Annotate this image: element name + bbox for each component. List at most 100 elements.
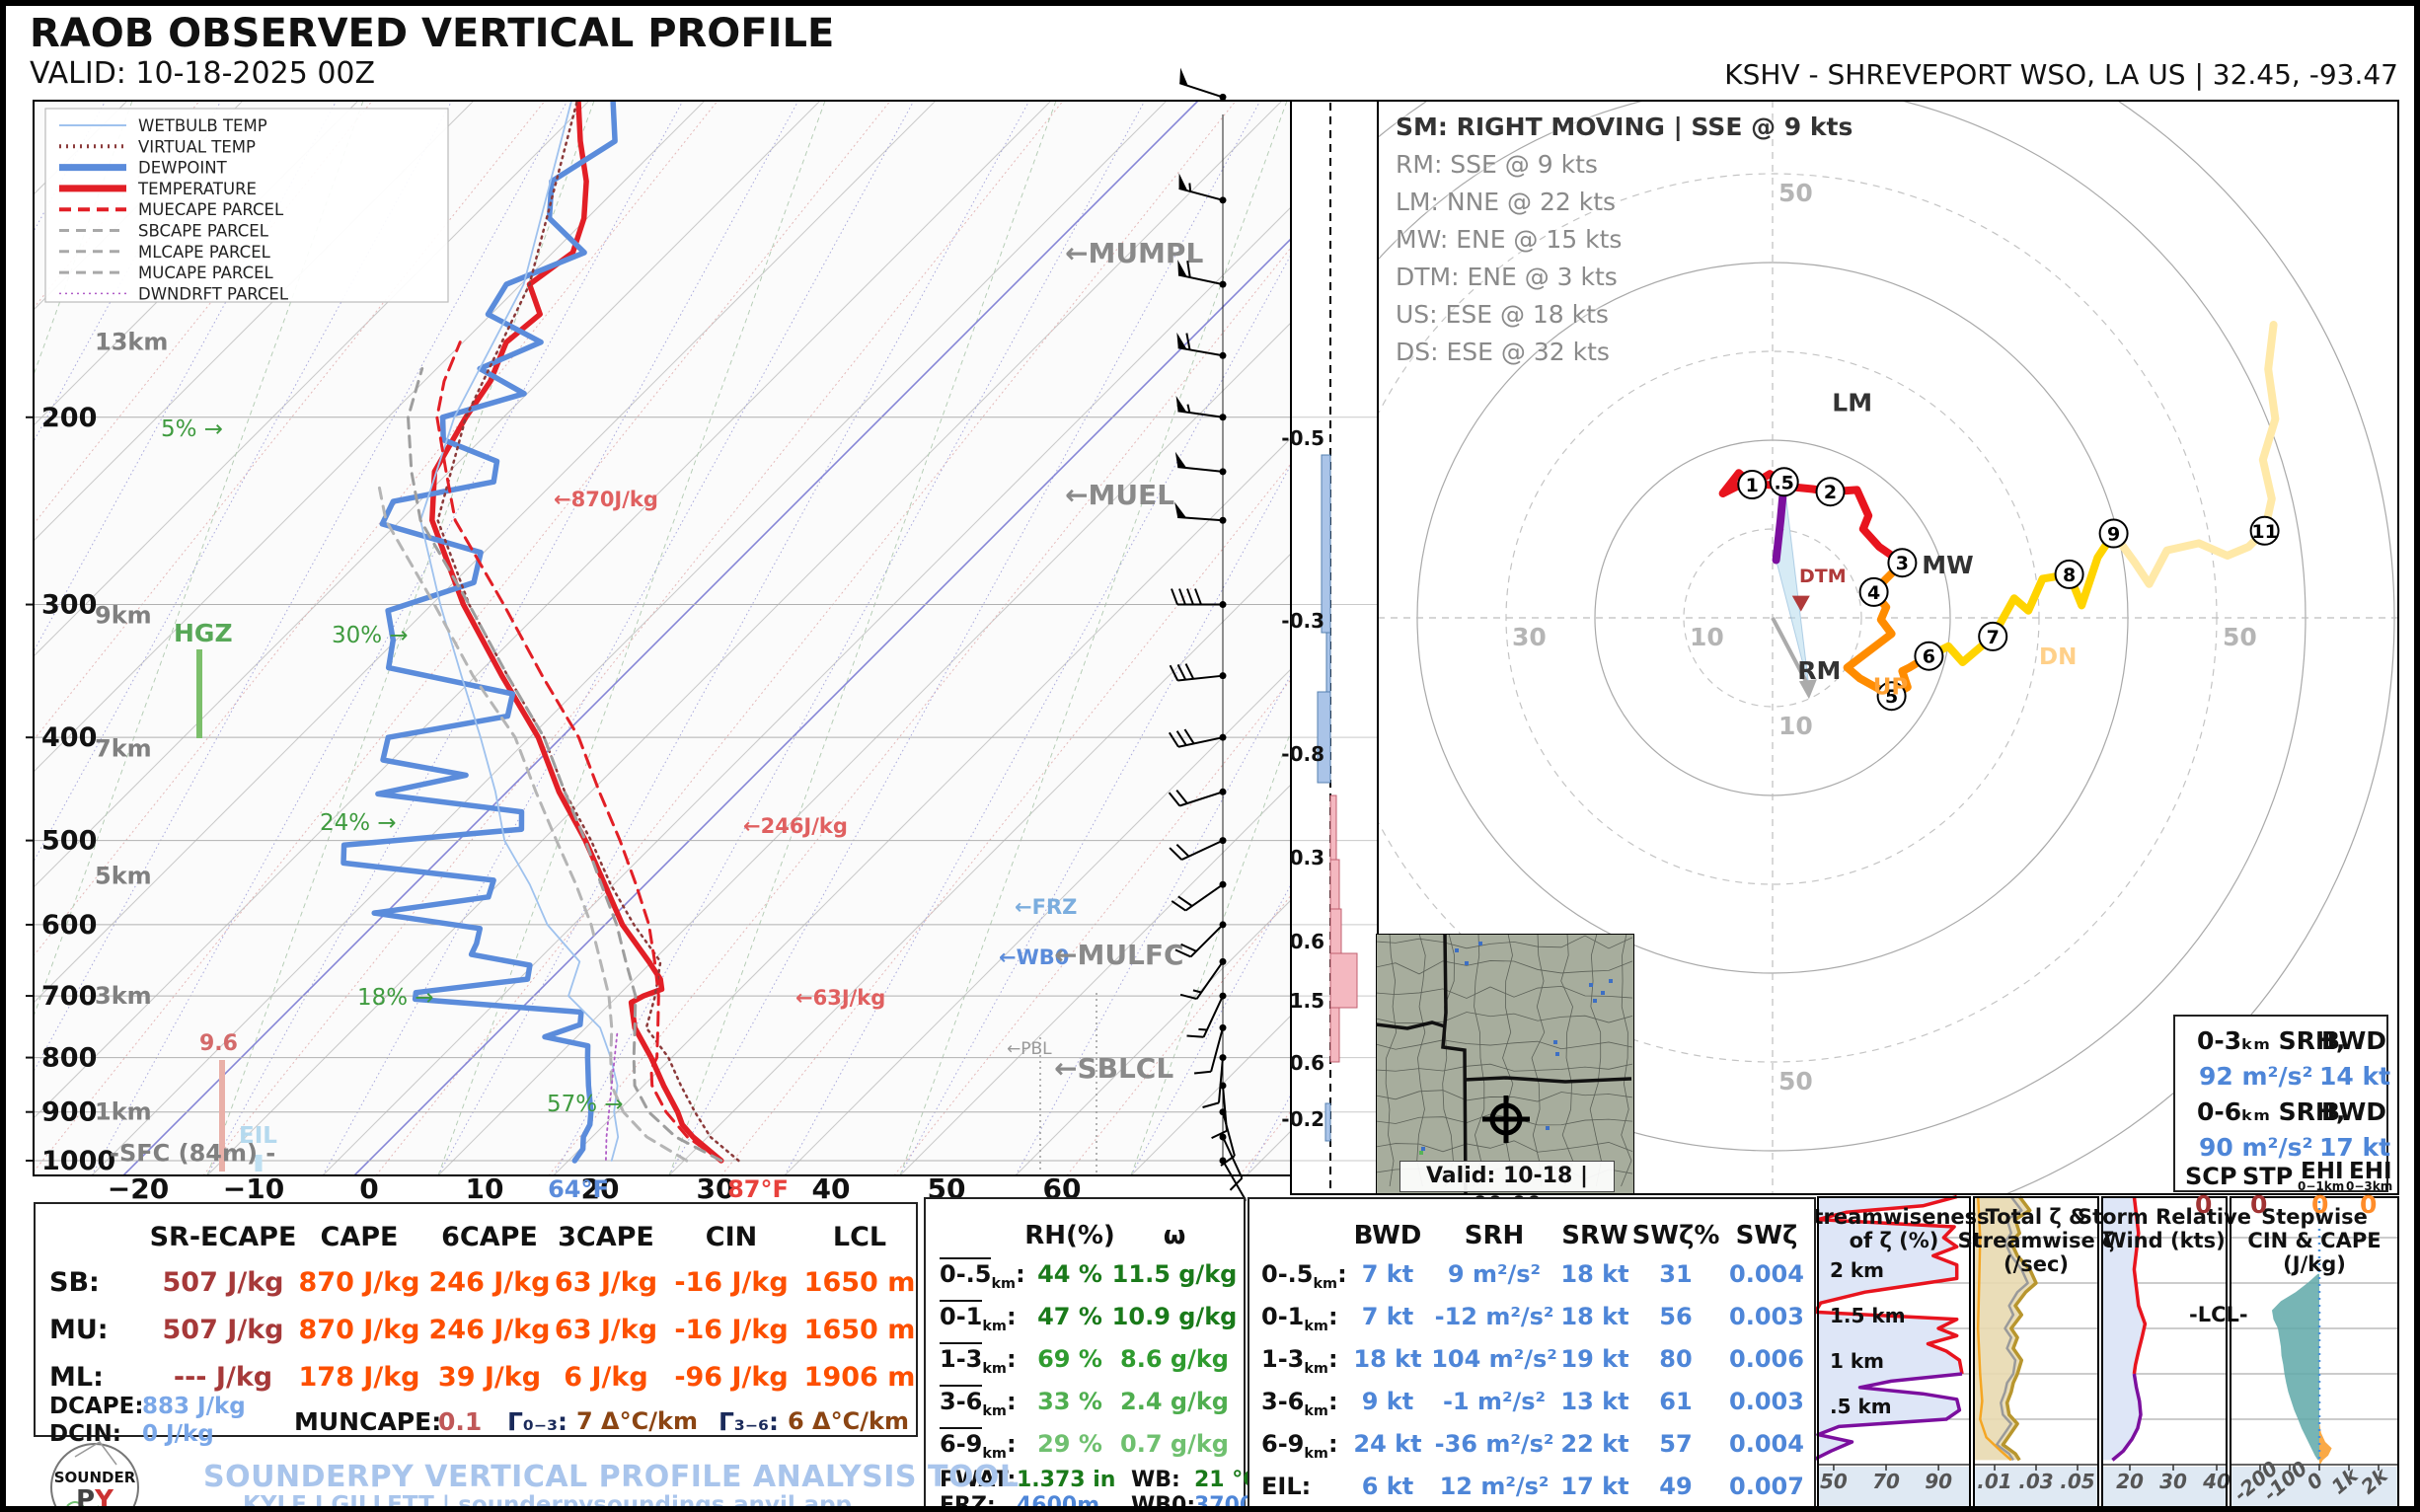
svg-text:MW: MW: [1922, 551, 1973, 579]
svg-text:1000: 1000: [41, 1146, 115, 1176]
svg-text:200: 200: [41, 403, 97, 433]
svg-text:400: 400: [41, 722, 97, 753]
wb0-value: 3700m: [1194, 1493, 1278, 1512]
thermo-value: 1650 m: [803, 1267, 916, 1298]
svg-text:←246J/kg: ←246J/kg: [743, 814, 848, 838]
svg-text:30: 30: [1512, 623, 1547, 651]
mixing-ratio-value: 2.4 g/kg: [1120, 1388, 1229, 1415]
kin-value: 0.004: [1729, 1260, 1804, 1288]
kin-row-label: 3-6km:: [1261, 1388, 1338, 1419]
scp-value: 0: [2195, 1190, 2213, 1219]
kin-value: 56: [1659, 1303, 1693, 1330]
storm-motion-line-0: SM: RIGHT MOVING | SSE @ 9 kts: [1396, 113, 1853, 141]
svg-text:DEWPOINT: DEWPOINT: [138, 159, 228, 178]
svg-text:TEMPERATURE: TEMPERATURE: [137, 180, 257, 198]
svg-text:-0.5: -0.5: [1281, 426, 1324, 450]
gamma-0-3-label: Γ₀₋₃:: [507, 1407, 568, 1436]
srh3-value: 92 m²/s²: [2199, 1062, 2313, 1091]
kin-value: 7 kt: [1361, 1260, 1414, 1288]
thermo-table: SR-ECAPE CAPE 6CAPE 3CAPE CIN LCL SB: 507 J/kg 8…: [34, 1202, 918, 1446]
kin-col-1: BWD: [1353, 1221, 1422, 1250]
svg-text:900: 900: [41, 1097, 97, 1128]
ehi1-sub: 0−1km: [2298, 1179, 2345, 1193]
svg-text:-0.3: -0.3: [1281, 609, 1324, 633]
storm-motion-line-4: DTM: ENE @ 3 kts: [1396, 263, 1618, 291]
svg-text:87°F: 87°F: [727, 1175, 789, 1203]
svg-text:MLCAPE PARCEL: MLCAPE PARCEL: [138, 243, 271, 262]
stp-value: 0: [2250, 1190, 2268, 1219]
ehi3-sub: 0−3km: [2346, 1179, 2393, 1193]
svg-text:7: 7: [1987, 627, 2000, 648]
kin-row-label: 1-3km:: [1261, 1345, 1338, 1377]
srh6-label: 0-6ₖₘ SRH,: [2197, 1097, 2346, 1126]
kin-value: 49: [1659, 1473, 1693, 1500]
kin-value: 6 kt: [1361, 1473, 1414, 1500]
gamma-3-6-label: Γ₃₋₆:: [718, 1407, 780, 1436]
svg-text:SOUNDER: SOUNDER: [54, 1469, 136, 1486]
station-info: KSHV - SHREVEPORT WSO, LA US | 32.45, -9…: [1724, 58, 2398, 91]
svg-text:(J/kg): (J/kg): [2283, 1252, 2346, 1276]
svg-text:←PBL: ←PBL: [1007, 1039, 1052, 1059]
svg-text:57% →: 57% →: [547, 1092, 624, 1117]
kinematics-table: BWD SRH SRW SWζ% SWζ 0-.5km: 7 kt 9 m²/s² 18 kt 3…: [1248, 1197, 1816, 1506]
svg-text:5: 5: [1885, 686, 1898, 708]
thermo-value: 870 J/kg: [298, 1267, 420, 1298]
svg-text:7km: 7km: [95, 735, 152, 763]
dcape-label: DCAPE:: [49, 1394, 144, 1419]
rh-omega-table: RH(%) ω 0-.5km: 44 % 11.5 g/kg 0-1km: 47 % 10.9…: [924, 1197, 1277, 1506]
svg-text:←SBLCL: ←SBLCL: [1054, 1052, 1173, 1085]
svg-text:13km: 13km: [95, 329, 168, 356]
mixing-ratio-value: 0.7 g/kg: [1120, 1430, 1229, 1458]
kin-row-label: 0-1km:: [1261, 1303, 1338, 1334]
storm-motion-line-5: US: ESE @ 18 kts: [1396, 300, 1609, 329]
kin-value: -1 m²/s²: [1442, 1388, 1547, 1415]
srh-bwd-info-box: 0-3ₖₘ SRH, BWD 92 m²/s² 14 kt 0-6ₖₘ SRH,…: [2173, 1015, 2392, 1217]
kin-value: 12 m²/s²: [1439, 1473, 1550, 1500]
svg-text:800: 800: [41, 1043, 97, 1074]
thermo-value: 1906 m: [803, 1362, 916, 1393]
kin-value: 0.003: [1729, 1303, 1804, 1330]
svg-text:Total ζ &: Total ζ &: [1986, 1205, 2087, 1229]
thermo-value: 507 J/kg: [162, 1267, 284, 1298]
kin-value: 57: [1659, 1430, 1693, 1458]
thermo-value: 246 J/kg: [428, 1315, 551, 1345]
svg-text:of ζ (%): of ζ (%): [1850, 1229, 1939, 1252]
kin-col-5: SWζ: [1735, 1221, 1798, 1250]
mixing-ratio-value: 10.9 g/kg: [1111, 1303, 1238, 1330]
svg-text:Wind (kts): Wind (kts): [2103, 1229, 2225, 1252]
series-sbcape-parcel: [407, 367, 723, 1163]
svg-text:10: 10: [1778, 712, 1813, 740]
rh-value: 69 %: [1037, 1345, 1102, 1373]
storm-motion-line-2: LM: NNE @ 22 kts: [1396, 188, 1617, 216]
svg-text:0.3: 0.3: [1290, 846, 1324, 869]
svg-text:Streamwise ζ: Streamwise ζ: [1958, 1229, 2115, 1252]
footer-title: SOUNDERPY VERTICAL PROFILE ANALYSIS TOOL: [203, 1460, 1020, 1494]
rh-row-label: 0-1km:: [940, 1300, 1017, 1333]
svg-text:UP: UP: [1873, 674, 1909, 700]
kin-col-3: SRW: [1561, 1221, 1628, 1250]
thermo-value: 870 J/kg: [298, 1315, 420, 1345]
svg-text:1 km: 1 km: [1830, 1349, 1884, 1373]
dcape-value: 883 J/kg: [142, 1394, 246, 1419]
svg-text:1km: 1km: [95, 1098, 152, 1126]
thermo-col-CIN: CIN: [705, 1222, 758, 1252]
svg-text:24% →: 24% →: [320, 810, 397, 836]
ehi1-value: 0: [2311, 1190, 2329, 1219]
thermo-row-label: MU:: [49, 1315, 109, 1345]
kin-value: 0.003: [1729, 1388, 1804, 1415]
svg-text:−10: −10: [223, 1172, 284, 1205]
kin-col-2: SRH: [1464, 1221, 1525, 1250]
svg-text:2 km: 2 km: [1830, 1258, 1884, 1282]
hodo-segment-6-9km: [1925, 529, 2118, 666]
kin-value: 13 kt: [1560, 1388, 1629, 1415]
rh-value: 29 %: [1037, 1430, 1102, 1458]
thermo-col-CAPE: CAPE: [320, 1222, 399, 1252]
svg-text:PY: PY: [76, 1485, 114, 1512]
rh-value: 47 %: [1037, 1303, 1102, 1330]
srh6-value: 90 m²/s²: [2199, 1133, 2313, 1162]
kin-value: 0.004: [1729, 1430, 1804, 1458]
pwat-label: PWAT:: [940, 1468, 1017, 1492]
svg-text:50: 50: [1778, 179, 1813, 207]
charts-canvas: 9.6 EIL HGZ 5% → 30% → 24% → 18% → 57% → ←870J/k…: [26, 67, 2399, 1512]
